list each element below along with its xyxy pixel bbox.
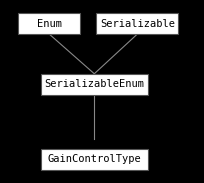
FancyBboxPatch shape	[41, 149, 147, 170]
FancyBboxPatch shape	[18, 13, 80, 34]
Text: SerializableEnum: SerializableEnum	[44, 79, 144, 89]
Text: Enum: Enum	[37, 19, 61, 29]
Text: GainControlType: GainControlType	[47, 154, 141, 164]
FancyBboxPatch shape	[41, 74, 147, 95]
FancyBboxPatch shape	[96, 13, 177, 34]
Text: Serializable: Serializable	[99, 19, 174, 29]
